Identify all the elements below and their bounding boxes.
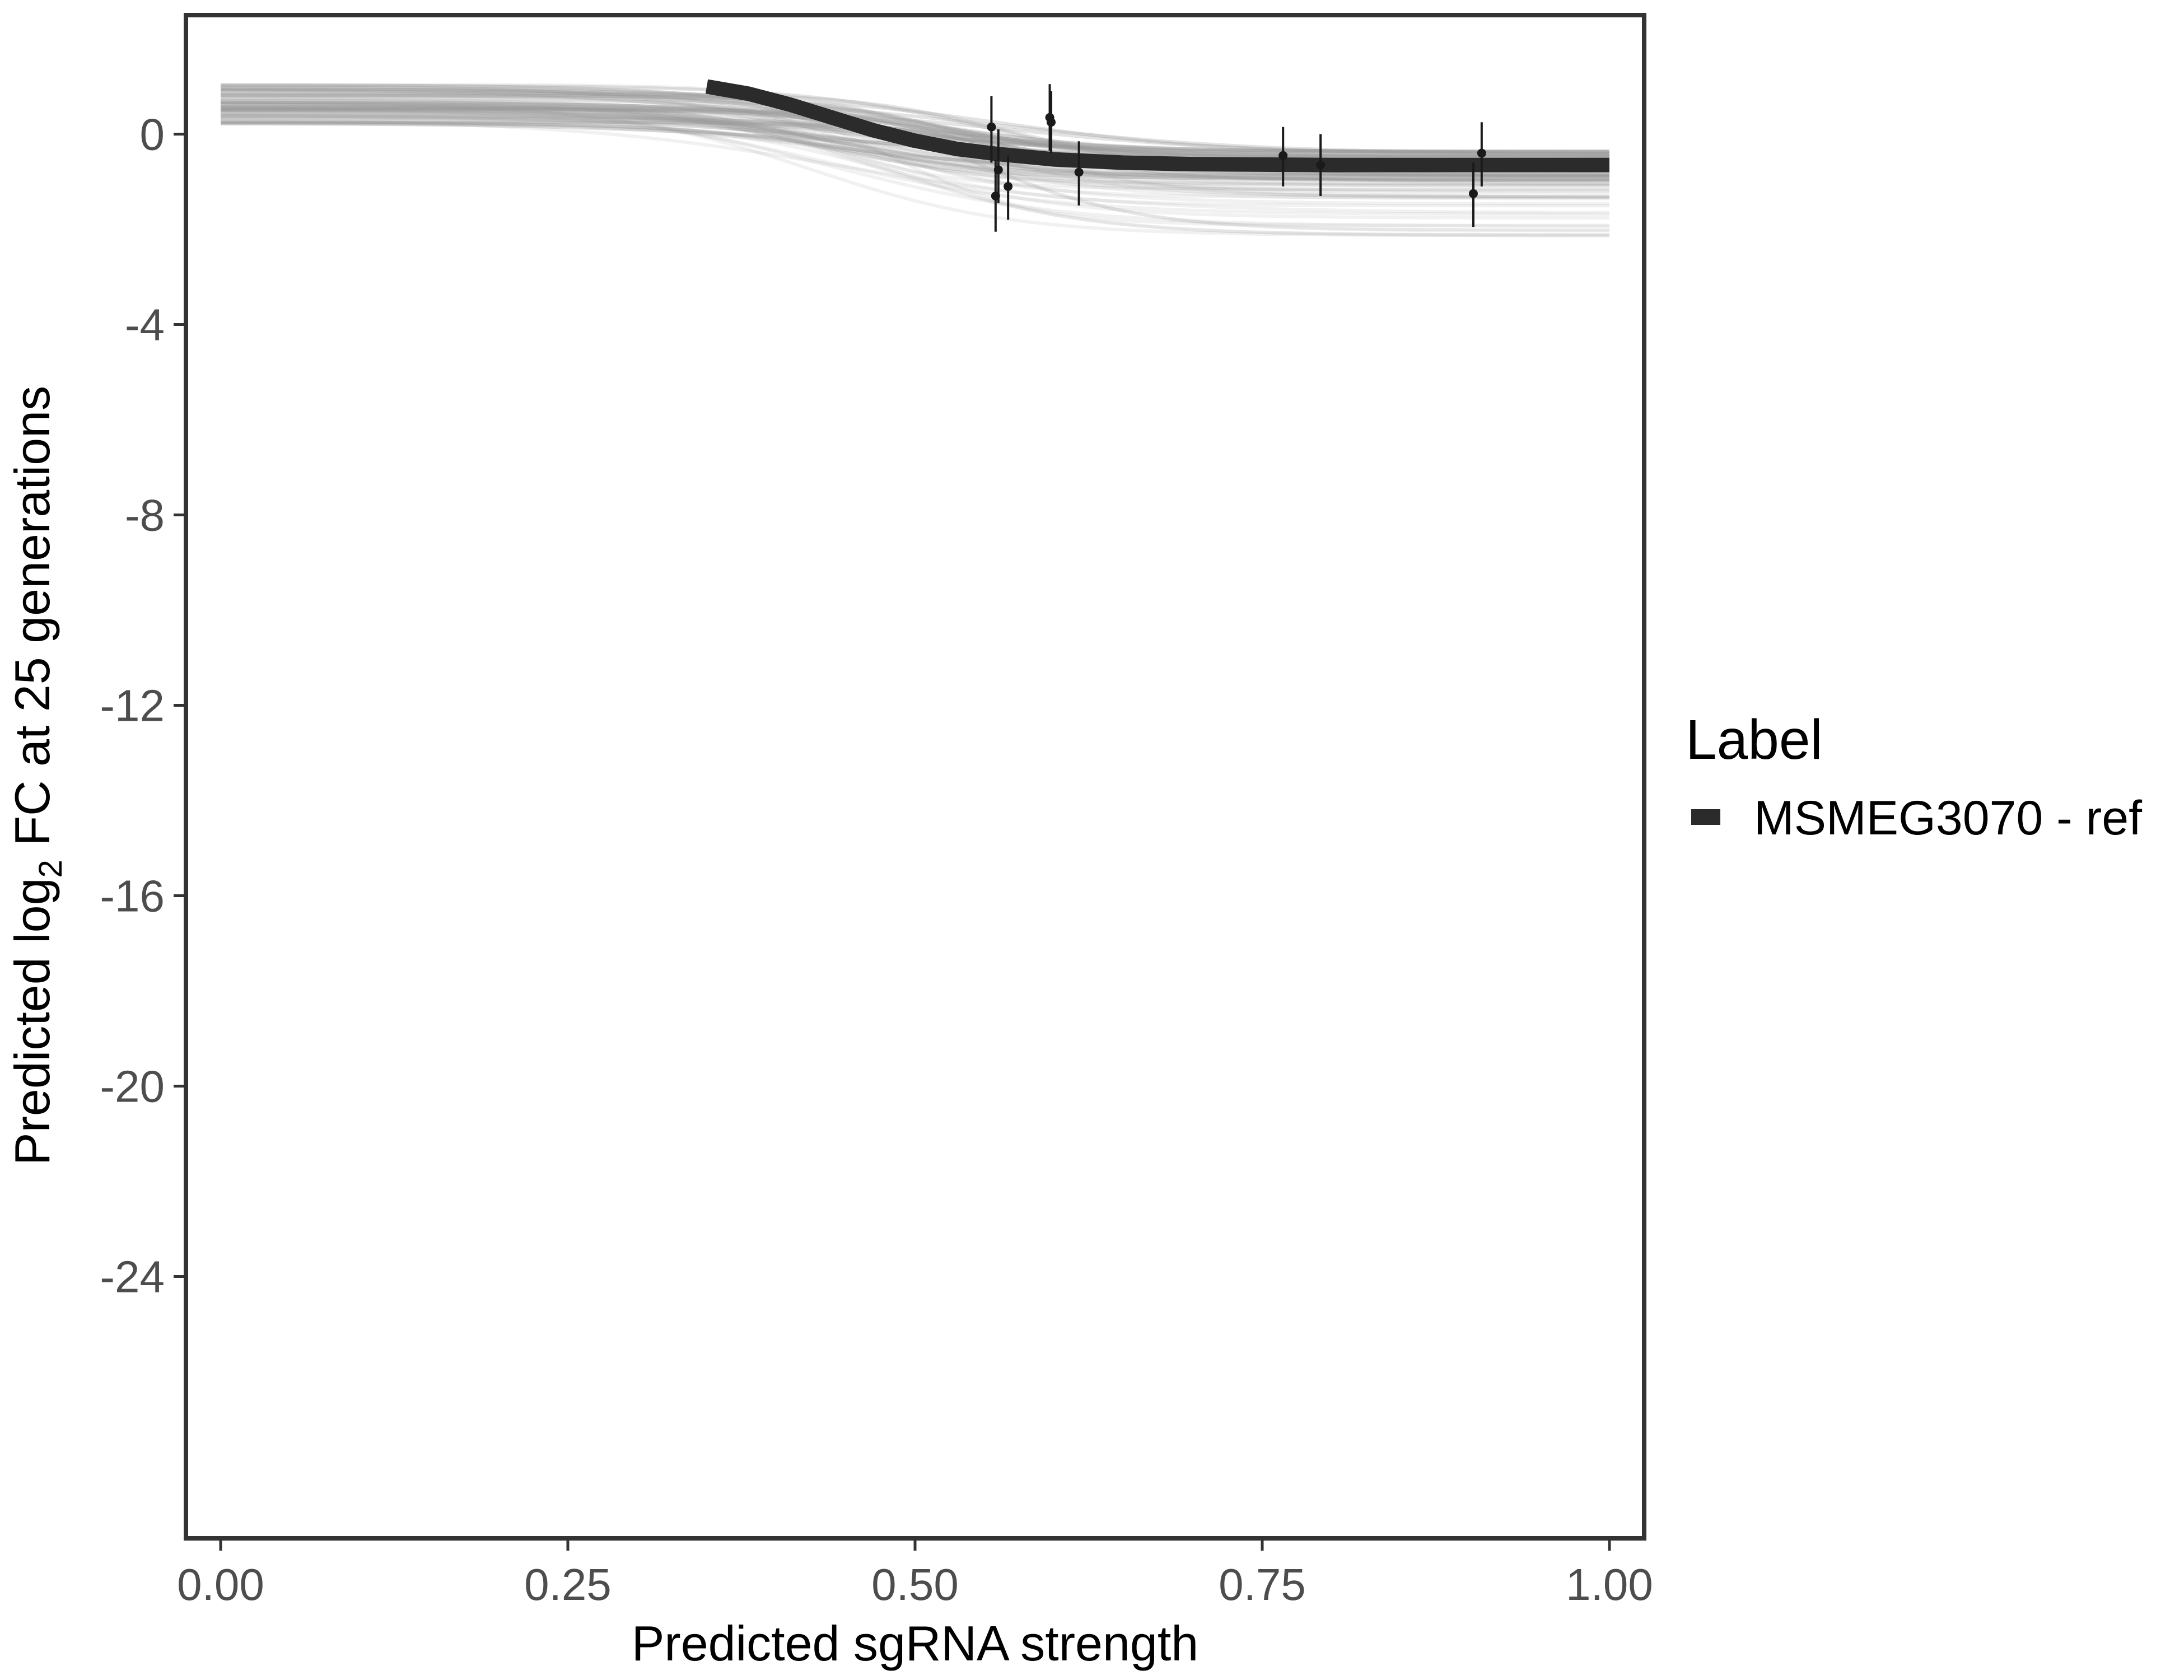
posterior-draw-line: [220, 97, 1610, 206]
posterior-draw-line: [220, 98, 1609, 237]
posterior-draw-line: [220, 106, 1609, 180]
posterior-draw-line: [221, 110, 1609, 237]
posterior-draw-line: [221, 94, 1609, 156]
data-point: [1468, 189, 1478, 198]
posterior-draw-line: [221, 100, 1610, 178]
posterior-draw-line: [221, 109, 1609, 187]
y-tick-label: -8: [125, 491, 165, 540]
posterior-draw-line: [220, 120, 1609, 182]
posterior-draw-line: [220, 106, 1610, 216]
data-point: [987, 122, 996, 132]
data-point: [1004, 182, 1013, 191]
x-tick-label: 0.25: [524, 1560, 612, 1609]
fitted-curve-layer: [705, 79, 1609, 172]
posterior-draw-line: [221, 83, 1609, 187]
x-tick-label: 0.00: [177, 1560, 264, 1609]
observed-points: [987, 84, 1486, 232]
y-tick-label: 0: [140, 110, 165, 160]
posterior-draw-line: [221, 102, 1609, 178]
posterior-draw-line: [221, 106, 1609, 192]
posterior-draw-line: [221, 106, 1610, 153]
posterior-draw-line: [220, 119, 1610, 195]
posterior-draw-line: [221, 106, 1609, 185]
posterior-draw-line: [221, 85, 1609, 227]
series-line-msmeg3070-ref: [705, 79, 1609, 172]
y-axis: 0 -4 -8 -12 -16 -20 -24: [100, 110, 184, 1302]
data-point: [1074, 167, 1084, 177]
posterior-draw-line: [221, 91, 1610, 156]
posterior-draw-line: [221, 105, 1609, 191]
posterior-draw-line: [220, 115, 1610, 220]
posterior-draw-line: [220, 120, 1610, 199]
posterior-draw-line: [220, 122, 1609, 188]
posterior-draw-line: [221, 105, 1609, 183]
legend: Label MSMEG3070 - ref: [1686, 708, 2143, 845]
y-axis-title-part1: Predicted log: [4, 878, 60, 1165]
posterior-draw-line: [221, 120, 1609, 158]
x-axis-title: Predicted sgRNA strength: [632, 1616, 1199, 1671]
data-point: [993, 165, 1003, 175]
x-tick-label: 0.50: [871, 1560, 959, 1609]
y-tick-label: -24: [100, 1252, 165, 1302]
posterior-draw-line: [221, 102, 1609, 199]
y-axis-title-subscript: 2: [32, 860, 69, 878]
plot-panel-border: [184, 13, 1646, 1541]
posterior-draw-line: [220, 116, 1610, 153]
posterior-draw-line: [220, 87, 1610, 154]
legend-title: Label: [1686, 708, 1823, 771]
posterior-draw-line: [221, 87, 1609, 179]
data-point: [1047, 118, 1056, 127]
y-tick-label: -12: [100, 681, 165, 731]
data-point: [1477, 148, 1486, 158]
posterior-draw-line: [220, 102, 1609, 237]
x-tick-label: 1.00: [1566, 1560, 1653, 1609]
y-tick-label: -16: [100, 871, 165, 921]
posterior-draw-line: [221, 83, 1610, 179]
posterior-draw-line: [221, 116, 1610, 199]
posterior-draw-line: [220, 100, 1610, 181]
x-axis: 0.00 0.25 0.50 0.75 1.00: [177, 1541, 1653, 1609]
posterior-draw-line: [221, 94, 1609, 183]
y-tick-label: -20: [100, 1062, 165, 1112]
posterior-draw-line: [220, 118, 1610, 214]
x-tick-label: 0.75: [1219, 1560, 1306, 1609]
posterior-draw-line: [221, 105, 1610, 156]
data-point: [1278, 151, 1288, 160]
posterior-draw-line: [220, 111, 1609, 186]
posterior-draw-line: [221, 116, 1609, 200]
posterior-draw-line: [221, 108, 1609, 153]
y-axis-title-part2: FC at 25 generations: [4, 386, 60, 860]
posterior-draw-line: [221, 87, 1609, 199]
posterior-draw-line: [220, 94, 1610, 156]
y-tick-label: -4: [125, 300, 165, 350]
y-axis-title: Predicted log2 FC at 25 generations: [4, 386, 69, 1165]
posterior-draw-line: [221, 89, 1610, 185]
posterior-draw-line: [221, 103, 1610, 208]
legend-key-swatch: [1691, 809, 1720, 825]
posterior-draw-line: [221, 113, 1609, 181]
posterior-draw-line: [220, 100, 1610, 228]
legend-entry-label: MSMEG3070 - ref: [1754, 791, 2143, 845]
data-point: [1316, 160, 1326, 170]
posterior-draw-line: [220, 83, 1609, 158]
